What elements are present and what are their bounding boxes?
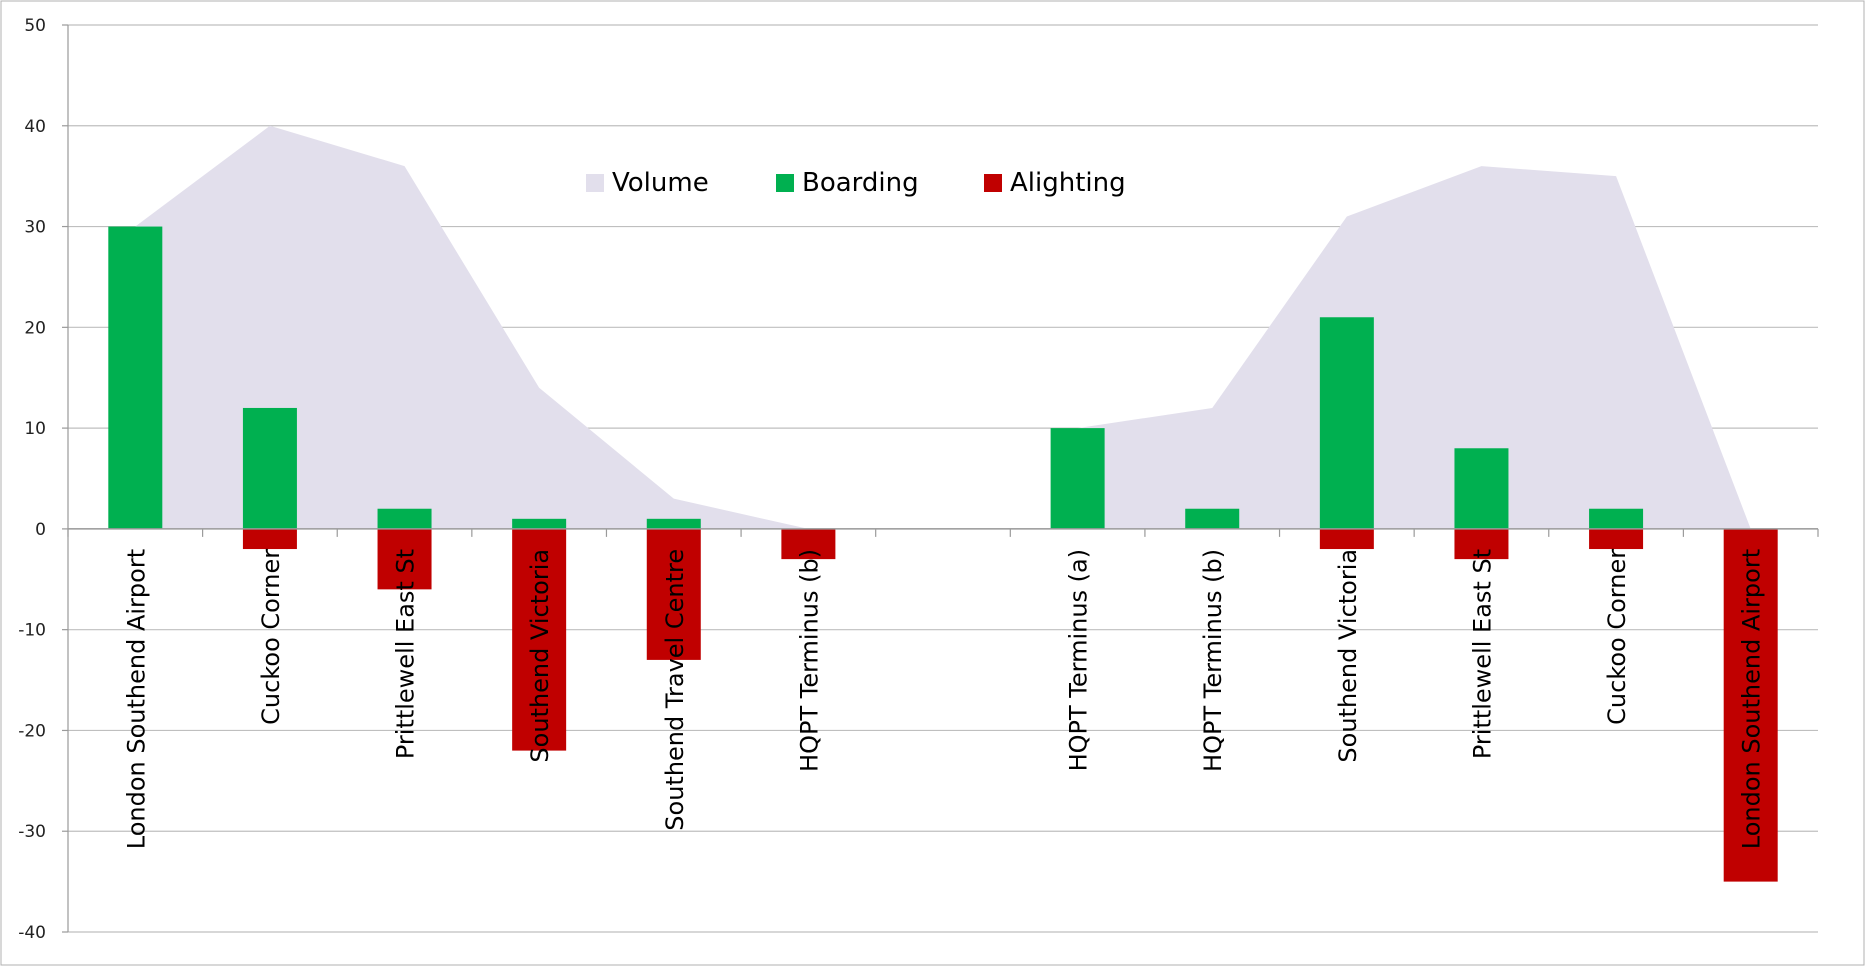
category-label: HQPT Terminus (b) (795, 549, 823, 772)
boarding-bar (1454, 448, 1509, 529)
boarding-bar (377, 508, 432, 529)
alighting-bar (242, 528, 297, 550)
alighting-bar (377, 528, 432, 590)
volume-area (135, 125, 1751, 529)
volume-area-segment (1077, 166, 1751, 529)
y-tick-label: -10 (18, 621, 46, 641)
y-tick-label: -20 (18, 721, 46, 741)
y-tick-label: -40 (18, 923, 46, 943)
boarding-bar (1589, 508, 1644, 529)
category-label: Cuckoo Corner (1603, 549, 1631, 725)
boarding-bar (512, 518, 567, 529)
bars (108, 226, 1778, 882)
alighting-bar (1723, 528, 1778, 882)
legend-swatch (776, 174, 794, 192)
legend: Volume Boarding Alighting (586, 168, 1126, 198)
y-tick-label: 50 (24, 16, 46, 36)
category-label: Prittlewell East St (392, 549, 420, 759)
y-tick-label: 10 (24, 419, 46, 439)
legend-label: Boarding (802, 168, 919, 198)
legend-label: Volume (612, 168, 709, 198)
legend-item: Boarding (776, 168, 919, 198)
y-tick-label: -30 (18, 822, 46, 842)
category-label: HQPT Terminus (b) (1199, 549, 1227, 772)
alighting-bar (1319, 528, 1374, 550)
alighting-bar (1454, 528, 1509, 560)
alighting-bar (512, 528, 567, 751)
category-label: Cuckoo Corner (257, 549, 285, 725)
category-label: Southend Victoria (1334, 549, 1362, 763)
boarding-bar (1185, 508, 1240, 529)
category-labels: London Southend Airport Cuckoo Corner Prit… (122, 549, 1765, 849)
boarding-bar (1319, 317, 1374, 529)
category-label: Southend Travel Centre (661, 549, 689, 831)
volume-area-segment (135, 125, 809, 529)
legend-item: Volume (586, 168, 709, 198)
boarding-bar (108, 226, 163, 529)
legend-swatch (984, 174, 1002, 192)
boarding-bar (242, 407, 297, 529)
legend-label: Alighting (1010, 168, 1126, 198)
y-tick-label: 0 (35, 520, 46, 540)
category-label: London Southend Airport (122, 549, 150, 849)
y-tick-label: 40 (24, 117, 46, 137)
y-tick-labels: 50 40 30 20 10 0 -10 -20 -30 -40 (18, 16, 46, 943)
y-tick-label: 20 (24, 318, 46, 338)
category-label: HQPT Terminus (a) (1065, 549, 1093, 772)
legend-swatch (586, 174, 604, 192)
category-label: Southend Victoria (526, 549, 554, 763)
axes (62, 24, 1819, 933)
category-label: Prittlewell East St (1468, 549, 1496, 759)
legend-item: Alighting (984, 168, 1126, 198)
category-label: London Southend Airport (1738, 549, 1766, 849)
alighting-bar (781, 528, 836, 560)
alighting-bar (1589, 528, 1644, 550)
alighting-bar (646, 528, 701, 660)
y-tick-label: 30 (24, 218, 46, 238)
boarding-bar (1050, 428, 1105, 529)
boarding-bar (646, 518, 701, 529)
